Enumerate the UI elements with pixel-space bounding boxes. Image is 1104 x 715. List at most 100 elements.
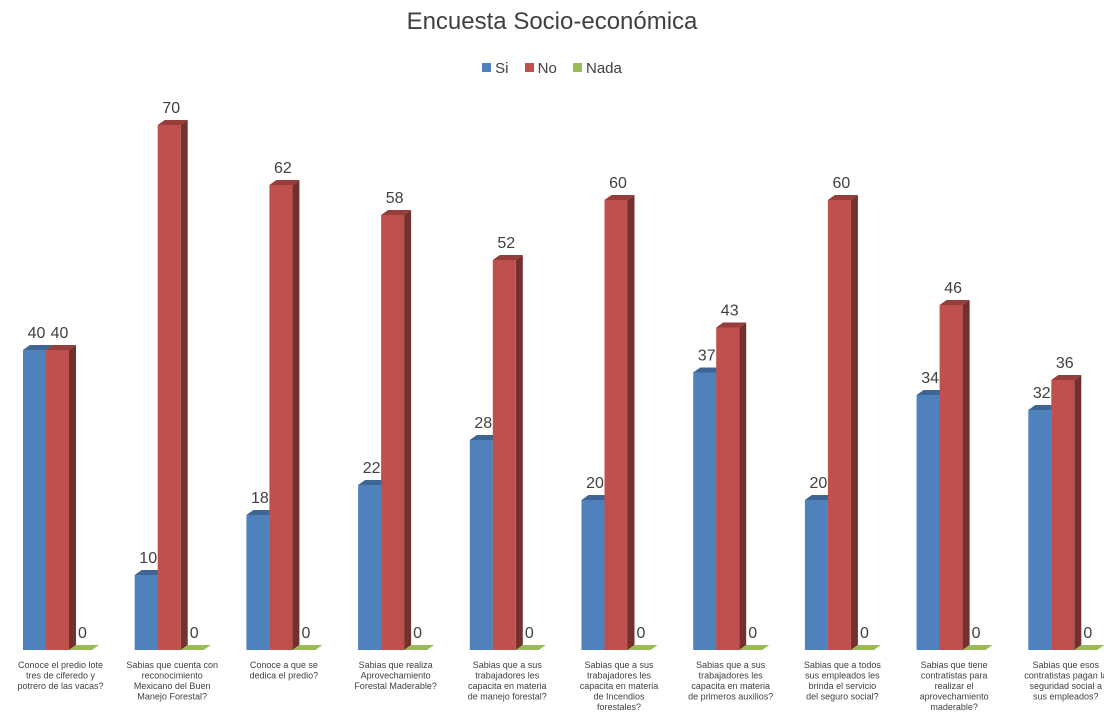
bar-si-2 xyxy=(246,515,270,650)
bar-top-no-0 xyxy=(46,345,76,350)
category-label-1: Sabias que cuenta con reconocimiento Mexic… xyxy=(126,660,218,702)
category-label-line: sus empleados les xyxy=(805,671,880,681)
bar-top-no-1 xyxy=(157,120,188,125)
data-label-si-7: 20 xyxy=(810,475,828,492)
legend-swatch-no xyxy=(524,63,534,72)
bar-no-2 xyxy=(269,185,293,650)
bar-no-0 xyxy=(46,350,69,650)
category-label-7: Sabias que a todos sus empleados les brind… xyxy=(804,660,882,702)
category-label-line: Sabias que a sus xyxy=(696,660,766,670)
bar-no-5 xyxy=(604,200,628,650)
category-label-4: Sabias que a sus trabajadores les capacita… xyxy=(468,660,547,702)
category-label-line: Sabias que realiza xyxy=(359,660,433,670)
category-label-line: de manejo forestal? xyxy=(468,692,547,702)
bar-top-si-7 xyxy=(804,495,835,500)
bar-top-no-8 xyxy=(939,300,970,305)
bar-side-no-9 xyxy=(1074,375,1082,650)
data-label-no-9: 36 xyxy=(1056,355,1074,372)
bar-no-4 xyxy=(492,260,516,650)
category-label-line: forestales? xyxy=(597,702,641,712)
data-label-nada-3: 0 xyxy=(413,625,422,642)
bar-side-no-5 xyxy=(627,195,635,650)
category-label-line: reconocimiento xyxy=(142,671,203,681)
category-label-line: contratistas pagan la xyxy=(1024,671,1104,681)
legend-label-nada: Nada xyxy=(586,60,622,77)
bar-si-7 xyxy=(804,500,828,650)
data-label-no-8: 46 xyxy=(944,280,962,297)
bar-top-si-6 xyxy=(693,367,724,373)
bar-top-no-3 xyxy=(381,210,412,215)
data-label-nada-5: 0 xyxy=(637,625,646,642)
bar-si-9 xyxy=(1028,410,1052,650)
category-label-line: maderable? xyxy=(930,702,978,712)
data-label-si-9: 32 xyxy=(1033,385,1051,402)
category-label-line: realizar el xyxy=(935,681,974,691)
data-label-nada-7: 0 xyxy=(860,625,869,642)
category-label-line: aprovechamiento xyxy=(920,692,989,702)
data-label-no-6: 43 xyxy=(721,303,739,320)
data-label-nada-1: 0 xyxy=(190,625,199,642)
data-label-no-3: 58 xyxy=(386,190,404,207)
bar-top-si-2 xyxy=(246,510,277,515)
bar-nada-8 xyxy=(962,645,993,650)
category-label-line: capacita en materia xyxy=(691,681,770,691)
bar-top-si-5 xyxy=(581,495,612,500)
data-label-nada-8: 0 xyxy=(972,625,981,642)
category-label-line: del seguro social? xyxy=(806,692,879,702)
legend-swatch-si xyxy=(482,63,492,72)
category-label-line: sus empleados? xyxy=(1033,692,1099,702)
bar-side-no-7 xyxy=(850,195,858,650)
bar-side-no-6 xyxy=(739,322,747,650)
bar-side-no-2 xyxy=(292,180,300,650)
category-label-2: Conoce a que se dedica el predio? xyxy=(250,660,319,681)
bar-nada-3 xyxy=(404,645,435,650)
data-label-si-1: 10 xyxy=(139,550,157,567)
data-label-si-5: 20 xyxy=(586,475,604,492)
category-label-line: trabajadores les xyxy=(587,671,652,681)
bar-top-no-7 xyxy=(827,195,858,200)
category-label-line: contratistas para xyxy=(921,671,988,681)
legend-label-no: No xyxy=(537,60,557,77)
data-label-no-4: 52 xyxy=(497,235,515,252)
category-label-8: Sabias que tiene contratistas para realiza… xyxy=(920,660,989,712)
data-label-nada-4: 0 xyxy=(525,625,534,642)
data-label-nada-0: 0 xyxy=(78,625,87,642)
category-label-line: Conoce el predio lote xyxy=(18,660,103,670)
data-label-si-2: 18 xyxy=(251,490,269,507)
legend-swatch-nada xyxy=(573,63,582,72)
category-label-6: Sabias que a sus trabajadores les capacita… xyxy=(688,660,773,702)
bar-top-no-2 xyxy=(269,180,300,185)
bar-si-1 xyxy=(134,575,158,650)
bar-no-6 xyxy=(716,327,740,650)
category-label-line: Mexicano del Buen xyxy=(134,681,211,691)
bar-nada-1 xyxy=(180,645,211,650)
category-label-line: Sabias que cuenta con xyxy=(126,660,218,670)
data-label-si-4: 28 xyxy=(474,415,492,432)
bar-top-si-3 xyxy=(358,480,389,485)
data-label-si-0: 40 xyxy=(28,325,46,342)
category-label-line: dedica el predio? xyxy=(250,671,319,681)
category-label-9: Sabias que esos contratistas pagan la segu… xyxy=(1024,660,1104,702)
category-label-line: de primeros auxilios? xyxy=(688,692,773,702)
bar-no-3 xyxy=(381,215,405,650)
data-label-nada-2: 0 xyxy=(301,625,310,642)
data-label-si-3: 22 xyxy=(363,460,381,477)
bar-nada-0 xyxy=(69,645,99,650)
bar-si-8 xyxy=(916,395,940,650)
bar-top-no-6 xyxy=(716,322,747,328)
bar-nada-6 xyxy=(739,645,770,650)
bar-si-0 xyxy=(23,350,46,650)
bar-side-no-8 xyxy=(962,300,970,650)
category-label-3: Sabias que realiza Aprovechamiento Foresta… xyxy=(354,660,437,691)
category-label-line: potrero de las vacas? xyxy=(17,681,103,691)
bar-side-no-1 xyxy=(180,120,188,650)
data-label-no-1: 70 xyxy=(162,100,180,117)
data-label-no-0: 40 xyxy=(51,325,69,342)
bar-side-no-0 xyxy=(69,345,76,650)
bar-nada-2 xyxy=(292,645,323,650)
data-label-nada-6: 0 xyxy=(748,625,757,642)
legend-item-si: Si xyxy=(482,60,508,77)
bar-no-7 xyxy=(827,200,851,650)
bar-si-4 xyxy=(469,440,493,650)
